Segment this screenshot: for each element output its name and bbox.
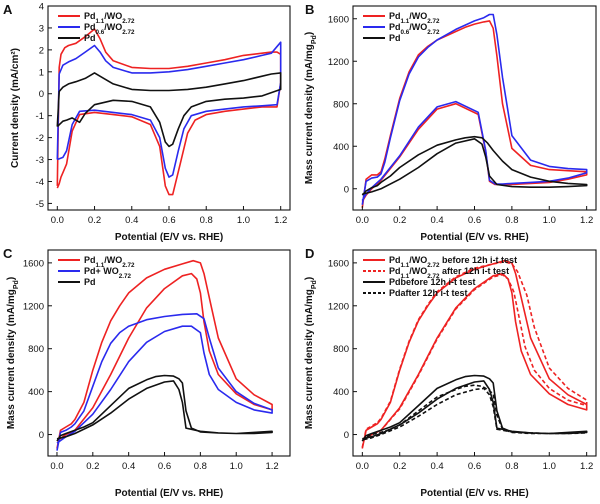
x-tick-label: 0.6 bbox=[162, 215, 175, 226]
x-tick-label: 1.0 bbox=[230, 461, 243, 472]
chart-panel-c: C 0.0 0.2 0.4 0.6 0.8 1.0 1.2 0 400 800 1200 1600 Pot… bbox=[3, 246, 291, 499]
legend-entry: Pd0.6/WO2.72 bbox=[389, 22, 440, 36]
plot-frame bbox=[47, 249, 291, 457]
panel-letter: A bbox=[3, 2, 13, 17]
legend-entry: Pdafter 12h i-t test bbox=[389, 288, 468, 298]
x-axis-title: Potential (E/V vs. RHE) bbox=[420, 488, 528, 499]
y-tick-label: 800 bbox=[333, 99, 349, 110]
x-tick-label: 1.2 bbox=[580, 215, 593, 226]
x-tick-label: 1.0 bbox=[543, 215, 556, 226]
x-tick-label: 1.2 bbox=[580, 461, 593, 472]
y-axis-title: Mass current density (mA/mgPd) bbox=[304, 32, 318, 184]
y-tick-label: 1200 bbox=[328, 57, 349, 68]
series-line-2 bbox=[56, 41, 282, 178]
series-line-3 bbox=[56, 374, 273, 442]
y-tick-label: 400 bbox=[333, 387, 349, 398]
series-line-2 bbox=[361, 261, 588, 448]
x-tick-label: 0.2 bbox=[393, 461, 406, 472]
legend-entry: Pd1.1/WO2.72 bbox=[84, 11, 135, 25]
legend-entry: Pd bbox=[84, 33, 96, 43]
y-tick-label: 0 bbox=[39, 430, 44, 441]
x-tick-label: 0.8 bbox=[505, 461, 518, 472]
y-axis-title: Mass current density (mA/mgPd) bbox=[6, 277, 20, 429]
y-tick-label: 1600 bbox=[328, 258, 349, 269]
legend-entry: Pd1.1/WO2.72 after 12h i-t test bbox=[389, 266, 509, 280]
y-tick-label: 1600 bbox=[328, 14, 349, 25]
y-tick-label: 1600 bbox=[23, 258, 44, 269]
series-line-4 bbox=[361, 384, 588, 442]
y-tick-label: -5 bbox=[36, 199, 44, 210]
chart-panel-b: B 0.0 0.2 0.4 0.6 0.8 1.0 1.2 0 400 800 1200 1600 Pot… bbox=[304, 2, 597, 243]
x-tick-label: 0.2 bbox=[86, 461, 99, 472]
legend-entry: Pd1.1/WO2.72 bbox=[389, 11, 440, 25]
y-tick-label: -3 bbox=[36, 155, 44, 166]
y-tick-label: -4 bbox=[36, 177, 44, 188]
series-line-2 bbox=[56, 313, 273, 451]
y-tick-label: 400 bbox=[28, 387, 44, 398]
panel-letter: C bbox=[3, 246, 13, 261]
y-tick-label: 800 bbox=[333, 344, 349, 355]
x-tick-label: 0.6 bbox=[158, 461, 171, 472]
x-tick-label: 0.8 bbox=[200, 215, 213, 226]
series-line-1 bbox=[56, 28, 282, 196]
y-tick-label: 0 bbox=[39, 89, 44, 100]
legend-entry: Pd+ WO2.72 bbox=[84, 266, 132, 280]
y-tick-label: 0 bbox=[344, 430, 349, 441]
y-tick-label: 0 bbox=[344, 184, 349, 195]
series-line-1 bbox=[56, 259, 273, 449]
x-tick-label: 0.4 bbox=[125, 215, 138, 226]
series-line-3 bbox=[56, 72, 282, 148]
legend-entry: Pd bbox=[389, 33, 401, 43]
y-tick-label: 4 bbox=[39, 2, 44, 13]
y-tick-label: 1200 bbox=[23, 301, 44, 312]
legend-entry: Pdbefore 12h i-t test bbox=[389, 277, 476, 287]
y-axis-title: Mass current density (mA/mgPd) bbox=[304, 277, 318, 429]
chart-panel-a: A 0.0 0.2 0.4 0.6 0.8 1.0 1.2 -5 -4 -3 -2 -1 0 1 2 3 4 Pot… bbox=[3, 2, 291, 243]
x-tick-label: 0.6 bbox=[468, 215, 481, 226]
x-tick-label: 0.0 bbox=[356, 461, 369, 472]
legend-entry: Pd1.1/WO2.72 bbox=[84, 255, 135, 269]
x-tick-label: 0.6 bbox=[468, 461, 481, 472]
series-line-2 bbox=[361, 13, 588, 205]
x-tick-label: 0.8 bbox=[194, 461, 207, 472]
legend-entry: Pd0.6/WO2.72 bbox=[84, 22, 135, 36]
x-tick-label: 0.0 bbox=[51, 215, 64, 226]
y-tick-label: 1 bbox=[39, 67, 44, 78]
y-tick-label: 2 bbox=[39, 45, 44, 56]
x-tick-label: 0.2 bbox=[393, 215, 406, 226]
x-tick-label: 0.4 bbox=[122, 461, 135, 472]
panel-letter: B bbox=[305, 2, 314, 17]
x-tick-label: 1.0 bbox=[237, 215, 250, 226]
y-tick-label: 800 bbox=[28, 344, 44, 355]
x-tick-label: 0.4 bbox=[431, 215, 444, 226]
chart-panel-d: D 0.0 0.2 0.4 0.6 0.8 1.0 1.2 0 400 800 1200 1600 Pot… bbox=[304, 246, 597, 499]
legend-entry: Pd1.1/WO2.72 before 12h i-t test bbox=[389, 255, 517, 269]
legend-entry: Pd bbox=[84, 277, 96, 287]
x-tick-label: 0.0 bbox=[356, 215, 369, 226]
y-tick-label: 1200 bbox=[328, 301, 349, 312]
series-line-3 bbox=[361, 135, 588, 196]
y-tick-label: -2 bbox=[36, 133, 44, 144]
x-tick-label: 0.8 bbox=[505, 215, 518, 226]
x-tick-label: 0.2 bbox=[88, 215, 101, 226]
x-tick-label: 1.0 bbox=[543, 461, 556, 472]
x-tick-label: 0.4 bbox=[431, 461, 444, 472]
y-tick-label: -1 bbox=[36, 111, 44, 122]
y-axis-title: Current density (mA/cm²) bbox=[10, 48, 21, 168]
x-tick-label: 0.0 bbox=[50, 461, 63, 472]
x-axis-title: Potential (E/V vs. RHE) bbox=[115, 232, 223, 243]
x-axis-title: Potential (E/V vs. RHE) bbox=[420, 232, 528, 243]
y-tick-label: 400 bbox=[333, 142, 349, 153]
x-axis-title: Potential (E/V vs. RHE) bbox=[115, 488, 223, 499]
y-tick-label: 3 bbox=[39, 23, 44, 34]
panel-letter: D bbox=[305, 246, 314, 261]
x-tick-label: 1.2 bbox=[274, 215, 287, 226]
x-tick-label: 1.2 bbox=[265, 461, 278, 472]
